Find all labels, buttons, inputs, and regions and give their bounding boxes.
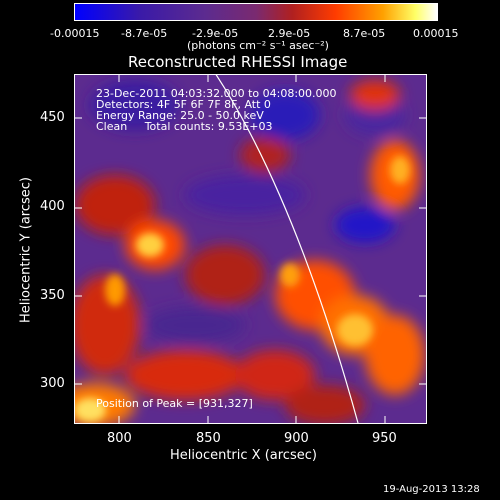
y-axis-label: Heliocentric Y (arcsec) [18,177,34,323]
colorbar-unit-label: (photons cm⁻² s⁻¹ asec⁻²) [187,39,329,52]
x-tick-label: 950 [372,431,397,446]
colorbar-tick: 0.00015 [413,27,459,40]
colorbar-tick: 8.7e-05 [343,27,386,40]
colorbar-gradient [75,4,437,20]
annotation-energy-range: Energy Range: 25.0 - 50.0 keV [96,109,264,122]
colorbar [74,3,438,21]
rhessi-map [75,75,426,423]
x-tick-label: 850 [196,431,221,446]
colorbar-tick: -8.7e-05 [121,27,168,40]
annotation-peak-position: Position of Peak = [931,327] [96,397,253,410]
plot-title: Reconstructed RHESSI Image [128,53,348,71]
annotation-time-range: 23-Dec-2011 04:03:32.000 to 04:08:00.000 [96,87,337,100]
y-tick-label: 400 [40,199,65,214]
x-tick-label: 900 [284,431,309,446]
annotation-clean-counts: Clean Total counts: 9.53E+03 [96,120,273,133]
x-axis-label: Heliocentric X (arcsec) [170,448,317,463]
y-tick-label: 300 [40,376,65,391]
y-tick-label: 450 [40,110,65,125]
solar-limb-line [215,75,359,423]
x-tick-label: 800 [107,431,132,446]
timestamp: 19-Aug-2013 13:28 [383,484,480,495]
colorbar-tick: 2.9e-05 [268,27,311,40]
annotation-detectors: Detectors: 4F 5F 6F 7F 8F, Att 0 [96,98,271,111]
colorbar-tick: -0.00015 [50,27,100,40]
colorbar-tick: -2.9e-05 [192,27,239,40]
rhessi-image: 23-Dec-2011 04:03:32.000 to 04:08:00.000… [74,74,427,424]
y-tick-label: 350 [40,288,65,303]
